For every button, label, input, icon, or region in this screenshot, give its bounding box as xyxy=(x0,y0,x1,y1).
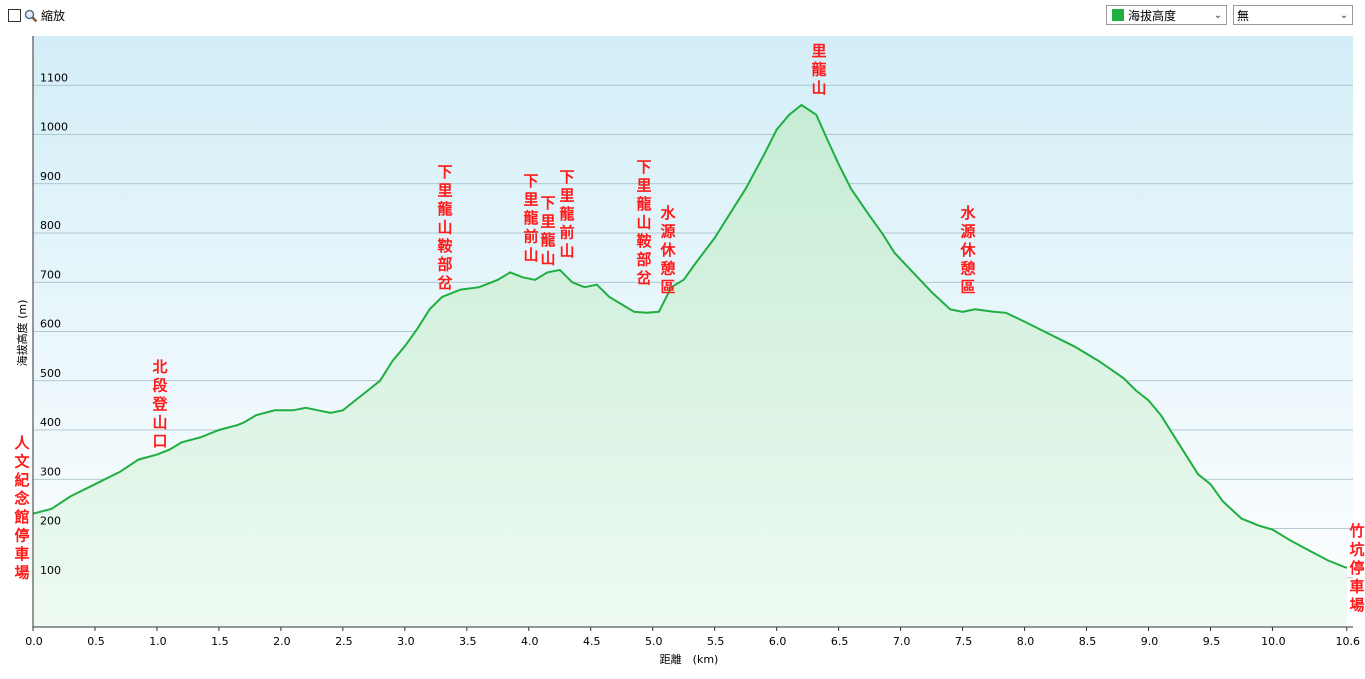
x-tick-label: 4.5 xyxy=(583,635,601,648)
y-tick-label: 600 xyxy=(40,318,61,331)
y-tick-label: 100 xyxy=(40,564,61,577)
x-tick-label: 2.5 xyxy=(335,635,353,648)
x-tick-label: 5.0 xyxy=(645,635,663,648)
y-tick-label: 400 xyxy=(40,416,61,429)
x-tick-label: 2.0 xyxy=(273,635,291,648)
toolbar: 縮放 海拔高度 ⌄ 無 ⌄ xyxy=(0,0,1365,32)
zoom-checkbox[interactable] xyxy=(8,9,21,22)
secondary-select[interactable]: 無 ⌄ xyxy=(1233,5,1353,25)
metric-select[interactable]: 海拔高度 ⌄ xyxy=(1106,5,1227,25)
waypoint-label: 下里龍山 xyxy=(540,194,555,268)
x-tick-label: 3.0 xyxy=(397,635,415,648)
x-tick-label: 3.5 xyxy=(459,635,477,648)
secondary-select-value: 無 xyxy=(1237,8,1250,23)
waypoint-label: 北段登山口 xyxy=(151,358,168,450)
x-tick-label: 7.0 xyxy=(893,635,911,648)
waypoint-label: 下里龍山鞍部岔 xyxy=(437,163,453,292)
x-tick-label: 6.5 xyxy=(831,635,849,648)
chevron-down-icon[interactable]: ⌄ xyxy=(1339,9,1349,21)
waypoint-label: 下里龍山鞍部岔 xyxy=(636,158,652,287)
y-tick-label: 900 xyxy=(40,170,61,183)
waypoint-label: 人文紀念館停車場 xyxy=(13,434,30,582)
waypoint-label: 竹坑停車場 xyxy=(1348,522,1364,614)
x-tick-label: 5.5 xyxy=(707,635,725,648)
x-tick-label: 8.0 xyxy=(1017,635,1035,648)
x-tick-label: 9.5 xyxy=(1203,635,1221,648)
x-tick-label: 10.6 xyxy=(1336,635,1361,648)
elevation-line xyxy=(32,103,1348,569)
y-tick-label: 700 xyxy=(40,268,61,281)
zoom-toggle[interactable]: 縮放 xyxy=(8,7,65,24)
elevation-area xyxy=(33,105,1347,627)
x-tick-label: 8.5 xyxy=(1079,635,1097,648)
x-tick-label: 1.5 xyxy=(211,635,229,648)
y-tick-label: 200 xyxy=(40,515,61,528)
waypoint-label: 水源休憩區 xyxy=(659,204,676,296)
x-tick-label: 4.0 xyxy=(521,635,539,648)
y-tick-label: 1000 xyxy=(40,121,68,134)
y-tick-label: 300 xyxy=(40,465,61,478)
x-tick-label: 10.0 xyxy=(1261,635,1286,648)
waypoint-label: 水源休憩區 xyxy=(959,204,976,296)
waypoint-label: 下里龍前山 xyxy=(523,172,538,264)
x-tick-label: 0.5 xyxy=(87,635,105,648)
chevron-down-icon[interactable]: ⌄ xyxy=(1213,9,1223,21)
waypoint-label: 下里龍前山 xyxy=(559,168,574,260)
waypoint-label: 里龍山 xyxy=(811,42,826,97)
x-axis-label: 距離 (km) xyxy=(660,652,719,666)
x-tick-label: 1.0 xyxy=(149,635,167,648)
y-axis-label: 海拔高度 (m) xyxy=(15,300,29,367)
metric-color-swatch xyxy=(1112,9,1124,21)
y-tick-label: 800 xyxy=(40,219,61,232)
x-tick-label: 9.0 xyxy=(1141,635,1159,648)
metric-select-value: 海拔高度 xyxy=(1128,8,1177,23)
zoom-label: 縮放 xyxy=(41,9,66,23)
x-tick-label: 0.0 xyxy=(25,635,43,648)
y-tick-label: 500 xyxy=(40,367,61,380)
y-tick-label: 1100 xyxy=(40,71,68,84)
magnifier-icon xyxy=(24,9,38,22)
x-tick-label: 6.0 xyxy=(769,635,787,648)
x-tick-label: 7.5 xyxy=(955,635,973,648)
